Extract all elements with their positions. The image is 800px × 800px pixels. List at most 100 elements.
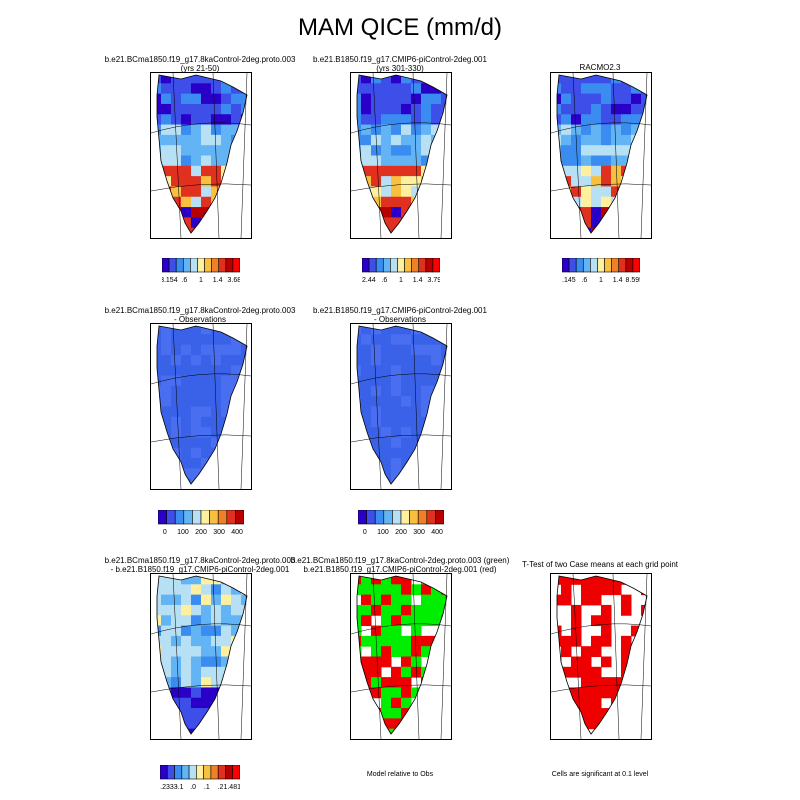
grid-cell [591,165,602,177]
grid-cell [591,103,602,115]
grid-cell [381,677,392,688]
grid-cell [357,103,362,115]
grid-cell [171,354,182,366]
grid-cell [631,677,642,688]
grid-cell [211,145,222,156]
grid-cell [231,217,242,229]
grid-cell [581,697,592,709]
colorbar-box [625,257,634,273]
colorbar-label: 3.79 [428,277,440,284]
grid-cell [191,124,202,136]
grid-cell [357,334,362,346]
grid-cell [157,625,162,637]
grid-cell [601,165,612,177]
grid-cell [381,687,392,699]
grid-cell [591,134,602,146]
grid-cell [171,728,182,734]
graticule-line [640,73,648,238]
grid-cell [171,145,182,156]
grid-cell [561,697,572,709]
graticule-line [212,324,220,489]
grid-cell [241,326,247,335]
grid-cell [431,416,442,428]
grid-cell [171,625,182,637]
grid-cell [421,478,432,484]
grid-cell [557,134,562,146]
grid-cell [431,186,442,198]
grid-cell [157,217,162,229]
grid-cell [221,615,232,627]
grid-cell [391,176,402,187]
grid-cell [561,124,572,136]
grid-cell [431,354,442,366]
grid-cell [371,75,382,84]
colorbar-label: 1 [199,277,203,284]
grid-cell [221,354,232,366]
grid-cell [421,207,432,218]
grid-cell [171,687,182,699]
grid-cell [191,134,202,146]
grid-cell [211,165,222,177]
grid-cell [231,687,242,699]
grid-cell [161,207,172,218]
grid-cell [161,666,172,678]
grid-cell [231,103,242,115]
grid-cell [211,708,222,719]
grid-cell [411,365,422,377]
grid-cell [171,447,182,459]
grid-cell [601,75,612,84]
colorbar-box [357,509,367,525]
colorbar-label: 3.68 [228,277,240,284]
colorbar-box [604,257,612,273]
graticule-line [551,684,651,693]
grid-cell [581,196,592,208]
grid-cell [421,227,432,233]
grid-cell [601,576,612,585]
grid-cell [157,134,162,146]
grid-cell [201,114,212,126]
grid-cell [401,594,412,606]
grid-cell [157,447,162,459]
grid-cell [241,145,247,156]
grid-cell [157,458,162,469]
grid-cell [641,227,647,233]
grid-cell [221,437,232,449]
grid-cell [221,447,232,459]
grid-cell [357,326,362,335]
grid-cell [371,354,382,366]
grid-cell [361,145,372,156]
colorbar-box [382,257,391,273]
grid-cell [411,396,422,407]
grid-cell [371,93,382,105]
grid-cell [411,134,422,146]
grid-cell [381,406,392,418]
grid-cell [571,196,582,208]
grid-cell [441,478,447,484]
grid-cell [441,375,447,387]
grid-cell [401,396,412,407]
grid-cell [241,93,247,105]
grid-cell [357,134,362,146]
colorbar-box [217,509,228,525]
grid-cell [371,437,382,449]
colorbar-box [161,257,170,273]
grid-cell [611,227,622,233]
grid-cell [431,145,442,156]
grid-cell [361,83,372,95]
graticule-line [351,373,451,385]
grid-cell [621,186,632,198]
grid-cell [411,468,422,480]
grid-cell [157,334,162,346]
grid-cell [381,656,392,668]
grid-cell [561,635,572,647]
grid-cell [621,155,632,167]
grid-cell [221,666,232,678]
grid-cell [221,334,232,346]
grid-cell [157,687,162,699]
graticule-line [151,183,251,192]
panel-1-title-line1: b.e21.BCma1850.f19_g17.8kaControl-2deg.p… [104,55,296,64]
grid-cell [611,124,622,136]
grid-cell [371,646,382,657]
grid-cell [241,478,247,484]
grid-cell [391,666,402,678]
